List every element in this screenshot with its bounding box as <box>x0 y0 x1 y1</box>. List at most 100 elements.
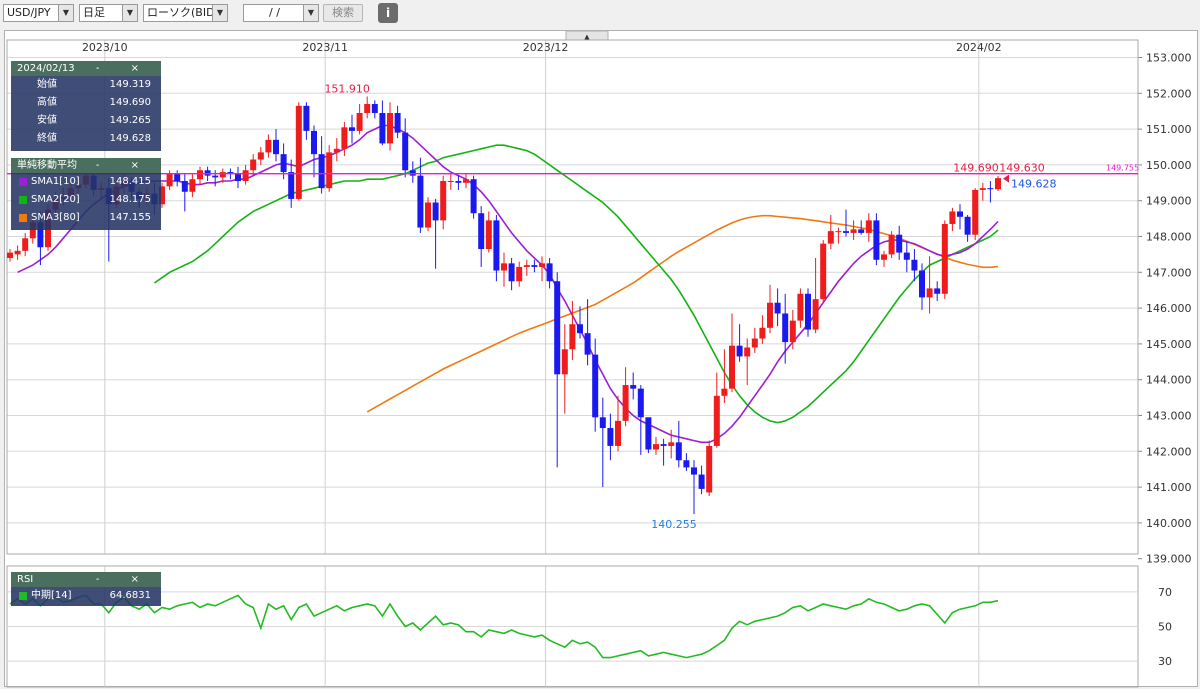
y-tick-label: 145.000 <box>1146 338 1192 351</box>
low-label: 140.255 <box>651 518 697 531</box>
y-axis: 153.000 152.000 151.000 150.000 149.000 148.0… <box>1138 52 1192 566</box>
sma3-swatch <box>19 214 27 222</box>
candle-body <box>911 259 918 271</box>
chevron-down-icon[interactable]: ▼ <box>122 5 137 21</box>
candle-body <box>964 216 971 235</box>
candle-body <box>432 202 439 221</box>
candle-body <box>227 172 234 174</box>
candle-body <box>729 345 735 389</box>
candle-body <box>235 173 241 182</box>
y-tick-label: 153.000 <box>1146 52 1192 65</box>
candle-body <box>356 112 363 131</box>
sma3-path <box>366 214 999 413</box>
rsi-grid: 70 50 30 <box>7 586 1172 668</box>
candle-body <box>706 445 713 493</box>
y-tick-label: 141.000 <box>1146 481 1192 494</box>
rsi-tick-label: 50 <box>1158 621 1172 634</box>
candle-body <box>478 213 485 250</box>
chart-type-value: ローソク(BID) <box>147 6 219 19</box>
last-price-marker <box>1003 174 1009 183</box>
symbol-select[interactable]: USD/JPY ▼ <box>3 4 74 22</box>
ohlc-label: 始値 <box>37 79 57 90</box>
y-tick-label: 142.000 <box>1146 445 1192 458</box>
ohlc-row: 終値 149.628 <box>11 130 161 148</box>
symbol-value: USD/JPY <box>7 6 51 19</box>
candle-body <box>668 442 675 446</box>
chevron-down-icon[interactable]: ▼ <box>212 5 227 21</box>
candle-body <box>873 220 880 260</box>
info-icon[interactable]: i <box>378 3 398 23</box>
rsi-tick-label: 30 <box>1158 655 1172 668</box>
ohlc-panel-header[interactable]: 2024/02/13 - × <box>11 61 161 76</box>
chart-type-select[interactable]: ローソク(BID) ▼ <box>143 4 228 22</box>
candle-body <box>751 338 758 348</box>
candle-body <box>577 324 583 334</box>
candle-body <box>455 181 462 183</box>
sma-value: 148.415 <box>109 176 151 187</box>
sma-panel[interactable]: 単純移動平均 - × SMA1[10] 148.415 SMA2[20] 148.17… <box>11 158 161 230</box>
candle-body <box>174 173 181 182</box>
rsi-path <box>9 594 999 659</box>
candle-body <box>782 313 789 343</box>
candle-body <box>295 105 302 199</box>
candle-body <box>257 152 264 160</box>
candle-body <box>333 148 340 153</box>
candle-body <box>22 238 29 251</box>
rsi-panel[interactable]: RSI - × 中期[14] 64.6831 <box>11 572 161 606</box>
rsi-value: 64.6831 <box>109 590 151 601</box>
rsi-label: 中期[14] <box>31 590 72 601</box>
date-input[interactable]: / / ▼ <box>243 4 319 22</box>
ohlc-value: 149.628 <box>109 133 151 144</box>
ohlc-label: 高値 <box>37 97 57 108</box>
chevron-down-icon[interactable]: ▼ <box>303 5 318 21</box>
candle-body <box>166 173 173 187</box>
candle-body <box>425 202 431 228</box>
candle-body <box>767 302 773 328</box>
candle-body <box>204 170 211 176</box>
candle-body <box>979 188 986 190</box>
timeframe-value: 日足 <box>83 6 105 19</box>
sma-value: 148.175 <box>109 194 151 205</box>
search-button[interactable]: 検索 <box>323 4 363 22</box>
rsi-panel-header[interactable]: RSI - × <box>11 572 161 587</box>
candle-body <box>159 186 165 205</box>
candle-body <box>546 263 553 282</box>
sma-panel-header[interactable]: 単純移動平均 - × <box>11 158 161 173</box>
candle-body <box>364 104 371 113</box>
y-tick-label: 139.000 <box>1146 553 1192 566</box>
annotations: 149.755 151.910 140.255 149.690 149.630 149.6… <box>324 83 1139 531</box>
panel-controls[interactable]: - × <box>95 160 153 171</box>
collapse-arrow-icon[interactable]: ▲ <box>584 33 590 41</box>
candle-body <box>318 154 325 189</box>
candle-body <box>835 231 842 233</box>
candle-body <box>675 442 682 461</box>
candle-body <box>311 130 317 155</box>
panel-controls[interactable]: - × <box>95 63 153 74</box>
candle-body <box>463 179 469 183</box>
ohlc-value: 149.319 <box>109 79 151 90</box>
x-axis-labels: 2023/10 2023/11 2023/12 2024/02 <box>82 41 1002 54</box>
candle-body <box>615 420 621 446</box>
ohlc-panel[interactable]: 2024/02/13 - × 始値 149.319 高値 149.690 安値 149.… <box>11 61 161 151</box>
candle-body <box>691 467 697 475</box>
candle-body <box>759 327 766 339</box>
candle-body <box>212 175 219 178</box>
candle-body <box>941 223 948 294</box>
rsi-row: 中期[14] 64.6831 <box>11 587 161 605</box>
sma2-path <box>153 144 999 424</box>
candle-body <box>265 139 272 153</box>
timeframe-select[interactable]: 日足 ▼ <box>79 4 138 22</box>
candle-body <box>637 388 644 418</box>
candle-body <box>7 252 13 258</box>
candle-body <box>698 474 705 489</box>
candle-body <box>37 222 44 248</box>
sma-row: SMA2[20] 148.175 <box>11 191 161 209</box>
candle-body <box>789 320 796 343</box>
candle-body <box>409 170 416 176</box>
candle-body <box>242 170 249 182</box>
candlesticks <box>7 96 1001 514</box>
candle-body <box>349 127 355 131</box>
rsi-panel-title: RSI <box>17 574 34 585</box>
panel-controls[interactable]: - × <box>95 574 153 585</box>
chevron-down-icon[interactable]: ▼ <box>58 5 73 21</box>
